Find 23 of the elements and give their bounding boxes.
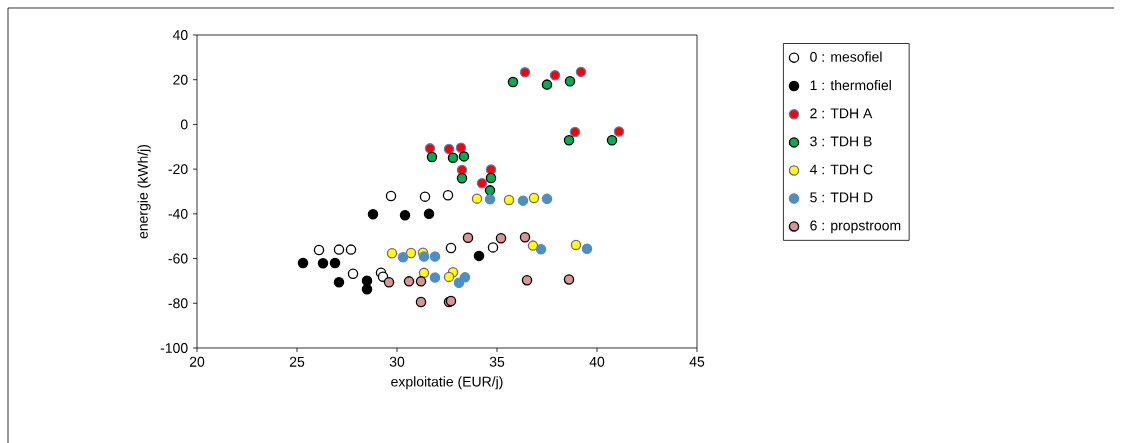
x-tick-label: 30 (389, 356, 405, 367)
legend-label: 2 : TDH A (810, 108, 873, 119)
legend-label: 6 : propstroom (810, 220, 901, 234)
y-tick-label: 0 (180, 119, 188, 130)
legend-label: 5 : TDH D (810, 192, 873, 203)
y-tick-label: 40 (172, 30, 188, 40)
x-tick-label: 25 (289, 356, 305, 367)
legend-label: 1 : thermofiel (810, 79, 891, 91)
legend-label: 0 : mesofiel (810, 51, 882, 62)
x-tick-label: 20 (189, 356, 205, 367)
x-tick-label: 40 (589, 356, 605, 367)
y-tick-label: -40 (168, 208, 188, 219)
y-axis-title: energie (kWh/j) (137, 144, 151, 239)
legend-label: 3 : TDH B (810, 136, 872, 147)
y-tick-label: -80 (168, 298, 188, 309)
y-tick-label: 20 (173, 74, 188, 85)
y-tick-label: -20 (168, 164, 188, 175)
y-tick-label: -60 (168, 253, 188, 264)
legend-label: 4 : TDH C (809, 164, 873, 175)
x-tick-label: 45 (689, 356, 705, 367)
x-axis-title: exploitatie (EUR/j) (391, 376, 503, 390)
x-tick-label: 35 (489, 356, 505, 367)
y-tick-label: -100 (160, 343, 188, 353)
